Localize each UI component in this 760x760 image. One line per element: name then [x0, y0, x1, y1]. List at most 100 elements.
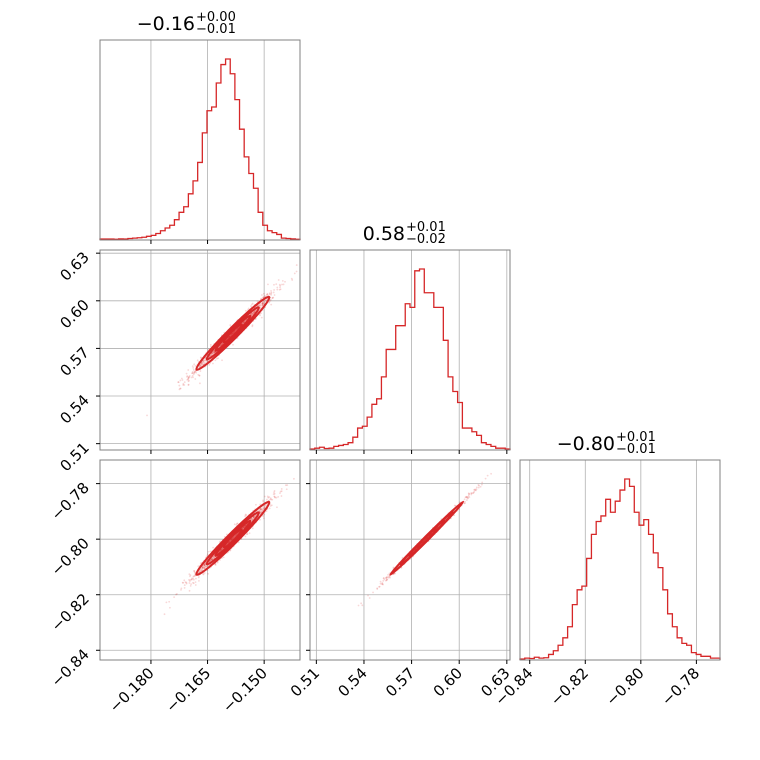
histogram-panel-1: 0.58 +0.01−0.02: [309, 220, 511, 454]
sample-point: [198, 365, 201, 367]
sample-point: [280, 490, 283, 493]
sample-point: [474, 489, 477, 492]
sample-point: [260, 316, 263, 319]
sample-point: [262, 292, 265, 295]
sample-point: [231, 333, 233, 335]
sample-point: [453, 504, 456, 507]
sample-point: [180, 377, 183, 380]
sample-point: [188, 573, 191, 576]
sample-point: [268, 301, 270, 304]
sample-point: [191, 372, 194, 375]
sample-point: [426, 537, 429, 539]
sample-point: [260, 507, 262, 510]
sample-point: [203, 566, 206, 569]
sample-point: [273, 492, 276, 495]
sample-point: [466, 496, 468, 498]
sample-point: [385, 579, 388, 582]
sample-point: [468, 492, 471, 495]
sample-point: [385, 579, 387, 582]
sample-point: [429, 533, 431, 536]
sample-point: [201, 569, 203, 572]
sample-point: [470, 492, 473, 495]
contour-level-0: [195, 500, 271, 576]
sample-point: [381, 583, 384, 585]
sample-point: [213, 351, 216, 354]
sample-point: [193, 372, 195, 374]
sample-point: [189, 575, 191, 578]
sample-point: [209, 559, 212, 562]
sample-point: [266, 495, 269, 498]
sample-point: [228, 335, 231, 338]
sample-point: [426, 536, 428, 539]
sample-point: [421, 541, 424, 544]
sample-point: [382, 583, 384, 586]
sample-point: [279, 284, 282, 287]
x-tick-label: 0.60: [430, 664, 466, 700]
sample-point: [261, 302, 264, 305]
sample-point: [479, 485, 482, 488]
sample-point: [229, 549, 231, 552]
sample-point: [199, 356, 202, 359]
sample-point: [195, 371, 198, 374]
sample-point: [212, 350, 215, 353]
sample-point: [269, 497, 272, 500]
sample-point: [273, 490, 276, 492]
sample-point: [467, 492, 470, 495]
sample-point: [465, 496, 468, 499]
sample-point: [190, 583, 193, 586]
panel-title-upper-error: +0.00: [196, 10, 236, 25]
sample-point: [253, 516, 255, 518]
sample-point: [201, 567, 204, 569]
sample-point: [472, 491, 475, 494]
sample-point: [210, 558, 213, 561]
sample-point: [263, 300, 265, 303]
sample-point: [361, 604, 364, 607]
sample-point: [381, 582, 384, 584]
sample-point: [424, 538, 427, 541]
sample-point: [251, 527, 254, 530]
sample-point: [189, 574, 192, 577]
sample-point: [231, 538, 233, 540]
sample-point: [428, 535, 431, 537]
sample-point: [270, 290, 272, 292]
sample-point: [255, 503, 257, 506]
sample-point: [382, 579, 385, 582]
x-tick-label: −0.180: [106, 664, 158, 716]
sample-point: [281, 283, 283, 286]
sample-point: [258, 304, 261, 307]
sample-point: [453, 514, 456, 517]
sample-point: [204, 359, 207, 362]
sample-point: [261, 304, 264, 307]
sample-point: [463, 502, 466, 505]
x-tick-label: −0.80: [602, 664, 647, 709]
sample-point: [388, 575, 390, 578]
sample-point: [146, 414, 148, 417]
sample-point: [192, 582, 195, 585]
sample-point: [261, 304, 264, 306]
sample-point: [259, 306, 262, 309]
sample-point: [256, 300, 259, 303]
sample-point: [234, 534, 237, 537]
y-tick-label: 0.60: [56, 296, 92, 332]
sample-point: [254, 309, 257, 312]
sample-point: [473, 488, 476, 491]
contour-level-1: [205, 306, 260, 361]
panel-frame: [519, 459, 721, 661]
sample-point: [214, 563, 217, 565]
histogram-panel-2: −0.84 −0.82 −0.80 −0.78−0.80 +0.01−0.01: [491, 430, 721, 709]
sample-point: [422, 540, 425, 543]
sample-point: [293, 477, 295, 480]
sample-point: [187, 383, 190, 386]
sample-point: [275, 496, 278, 499]
sample-point: [169, 606, 171, 609]
sample-point: [475, 486, 478, 489]
sample-point: [421, 541, 424, 544]
sample-point: [221, 359, 223, 362]
sample-point: [191, 577, 193, 580]
sample-point: [187, 369, 190, 371]
sample-point: [242, 527, 245, 530]
sample-point: [263, 513, 266, 516]
sample-point: [188, 582, 191, 584]
sample-point: [259, 512, 262, 514]
sample-point: [230, 538, 233, 541]
